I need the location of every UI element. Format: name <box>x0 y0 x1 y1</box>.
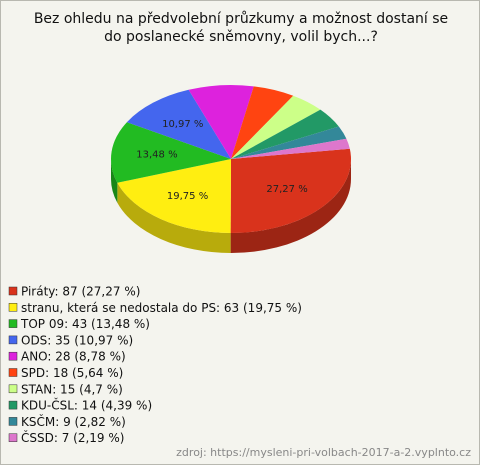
legend-swatch <box>8 303 18 312</box>
slice <box>231 95 321 159</box>
legend-label: KDU-ČSL: 14 (4,39 %) <box>21 398 152 413</box>
data-label: 13,48 % <box>136 150 177 161</box>
legend-swatch <box>8 368 18 377</box>
slice <box>126 89 231 159</box>
legend-label: STAN: 15 (4,7 %) <box>21 382 123 396</box>
chart-title: Bez ohledu na předvolební průzkumy a mož… <box>33 11 449 45</box>
slice-side <box>230 159 351 254</box>
source: zdroj: https://mysleni-pri-volbach-2017-… <box>176 446 471 459</box>
slice-side <box>117 182 231 253</box>
legend-swatch <box>8 433 18 442</box>
legend-swatch <box>8 351 18 361</box>
slice <box>231 138 350 159</box>
legend-label: ČSSD: 7 (2,19 %) <box>21 430 124 445</box>
slice <box>230 148 351 233</box>
legend-swatch <box>8 286 18 296</box>
legend-swatch <box>8 319 18 328</box>
legend-label: KSČM: 9 (2,82 %) <box>21 414 126 429</box>
legend-swatch <box>8 417 18 426</box>
data-label: 10,97 % <box>162 119 203 130</box>
slice <box>188 85 254 159</box>
legend-swatch <box>8 335 18 345</box>
legend-label: TOP 09: 43 (13,48 %) <box>20 317 150 331</box>
slice <box>117 159 231 233</box>
legend-label: ANO: 28 (8,78 %) <box>21 350 126 364</box>
data-label: 27,27 % <box>266 184 307 195</box>
slice <box>231 126 347 159</box>
slice <box>111 122 231 183</box>
data-label: 19,75 % <box>167 191 208 202</box>
legend-label: SPD: 18 (5,64 %) <box>21 366 123 380</box>
legend-label: ODS: 35 (10,97 %) <box>21 333 133 347</box>
legend-label: Piráty: 87 (27,27 %) <box>21 285 140 299</box>
slice <box>231 109 339 159</box>
legend-label: stranu, která se nedostala do PS: 63 (19… <box>21 301 302 315</box>
slice-side <box>111 159 118 203</box>
legend-swatch <box>8 400 18 410</box>
slice <box>231 86 294 159</box>
legend-swatch <box>8 384 18 394</box>
